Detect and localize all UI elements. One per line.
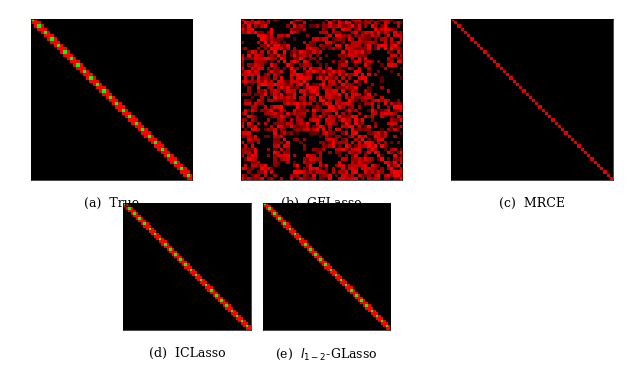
Text: (a)  True: (a) True bbox=[84, 197, 139, 210]
Text: (b)  GFLasso: (b) GFLasso bbox=[282, 197, 362, 210]
Text: (e)  $l_{1-2}$-GLasso: (e) $l_{1-2}$-GLasso bbox=[275, 347, 378, 362]
Text: (d)  ICLasso: (d) ICLasso bbox=[148, 347, 225, 360]
Text: (c)  MRCE: (c) MRCE bbox=[499, 197, 565, 210]
